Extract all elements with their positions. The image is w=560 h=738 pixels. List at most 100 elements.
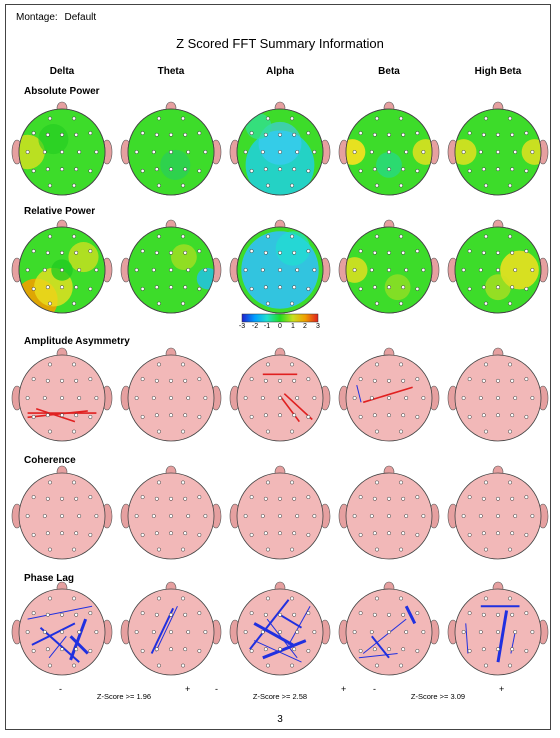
electrode-dot — [263, 285, 268, 290]
electrode-dot — [513, 514, 518, 518]
electrode-dot — [88, 611, 93, 616]
montage-value: Default — [64, 12, 97, 23]
electrode-dot — [151, 268, 156, 272]
electrode-dot — [263, 413, 268, 418]
electrode-dot — [467, 168, 472, 173]
electrode-dot — [369, 514, 374, 518]
electrode-dot — [508, 429, 512, 434]
electrode-dot — [415, 377, 420, 382]
electrode-dot — [387, 132, 391, 137]
electrode-dot — [496, 268, 500, 272]
electrode-dot — [372, 531, 377, 536]
electrode-dot — [266, 234, 270, 239]
head-map-alpha — [229, 581, 331, 676]
electrode-dot — [484, 480, 488, 485]
electrode-dot — [387, 496, 391, 501]
electrode-dot — [312, 268, 317, 272]
electrode-dot — [72, 301, 76, 306]
electrode-dot — [496, 496, 500, 501]
electrode-dot — [478, 268, 483, 272]
electrode-dot — [372, 132, 377, 137]
electrode-dot — [45, 378, 50, 383]
electrode-dot — [169, 285, 173, 290]
electrode-dot — [169, 132, 173, 137]
electrode-dot — [478, 150, 483, 154]
electrode-dot — [260, 514, 265, 518]
electrode-dot — [134, 268, 139, 272]
electrode-dot — [292, 285, 297, 290]
electrode-dot — [134, 150, 139, 154]
electrode-dot — [169, 250, 173, 255]
electrode-dot — [74, 378, 79, 383]
electrode-dot — [508, 362, 512, 367]
electrode-dot — [467, 286, 472, 291]
electrode-dot — [292, 647, 297, 652]
electrode-dot — [183, 413, 188, 418]
electrode-dot — [243, 150, 248, 154]
head-map-beta — [338, 219, 440, 314]
electrode-dot — [140, 131, 145, 136]
electrode-dot — [278, 268, 282, 272]
electrode-dot — [375, 480, 379, 485]
electrode-dot — [510, 285, 515, 290]
electrode-dot — [404, 514, 409, 518]
electrode-dot — [278, 630, 282, 634]
electrode-dot — [263, 167, 268, 172]
electrode-dot — [484, 362, 488, 367]
electrode-dot — [60, 514, 64, 518]
electrode-dot — [312, 150, 317, 154]
electrode-dot — [263, 132, 268, 137]
electrode-dot — [510, 132, 515, 137]
row-title-phase-lag: Phase Lag — [24, 573, 75, 584]
colorbar-tick: -1 — [263, 323, 271, 330]
electrode-dot — [60, 413, 64, 418]
electrode-dot — [481, 285, 486, 290]
electrode-dot — [60, 378, 64, 383]
electrode-dot — [169, 167, 173, 172]
electrode-dot — [292, 531, 297, 536]
electrode-dot — [72, 362, 76, 367]
electrode-dot — [415, 168, 420, 173]
electrode-dot — [74, 612, 79, 617]
electrode-dot — [183, 378, 188, 383]
electrode-dot — [74, 132, 79, 137]
electrode-dot — [72, 116, 76, 121]
electrode-dot — [372, 612, 377, 617]
electrode-dot — [352, 150, 357, 154]
electrode-dot — [481, 612, 486, 617]
electrode-dot — [169, 396, 173, 400]
electrode-dot — [290, 663, 294, 668]
electrode-dot — [372, 285, 377, 290]
electrode-dot — [352, 268, 357, 272]
electrode-dot — [48, 116, 52, 121]
row-title-relative-power: Relative Power — [24, 206, 96, 217]
electrode-dot — [186, 514, 191, 518]
electrode-dot — [358, 648, 363, 653]
electrode-dot — [524, 131, 529, 136]
electrode-dot — [157, 596, 161, 601]
electrode-dot — [496, 514, 500, 518]
electrode-dot — [524, 495, 529, 500]
electrode-dot — [401, 413, 406, 418]
electrode-dot — [481, 496, 486, 501]
electrode-dot — [48, 480, 52, 485]
electrode-dot — [484, 429, 488, 434]
phase-lag-line — [356, 384, 362, 403]
electrode-dot — [369, 150, 374, 154]
electrode-dot — [151, 514, 156, 518]
electrode-dot — [48, 183, 52, 188]
electrode-dot — [401, 250, 406, 255]
electrode-dot — [375, 362, 379, 367]
electrode-dot — [415, 611, 420, 616]
electrode-dot — [496, 132, 500, 137]
electrode-dot — [42, 514, 47, 518]
electrode-dot — [524, 532, 529, 537]
electrode-dot — [510, 612, 515, 617]
electrode-dot — [183, 167, 188, 172]
electrode-dot — [292, 250, 297, 255]
phase-lag-line — [249, 599, 290, 650]
electrode-dot — [45, 413, 50, 418]
electrode-dot — [421, 514, 426, 518]
phase-lag-line — [155, 605, 178, 652]
electrode-dot — [48, 596, 52, 601]
